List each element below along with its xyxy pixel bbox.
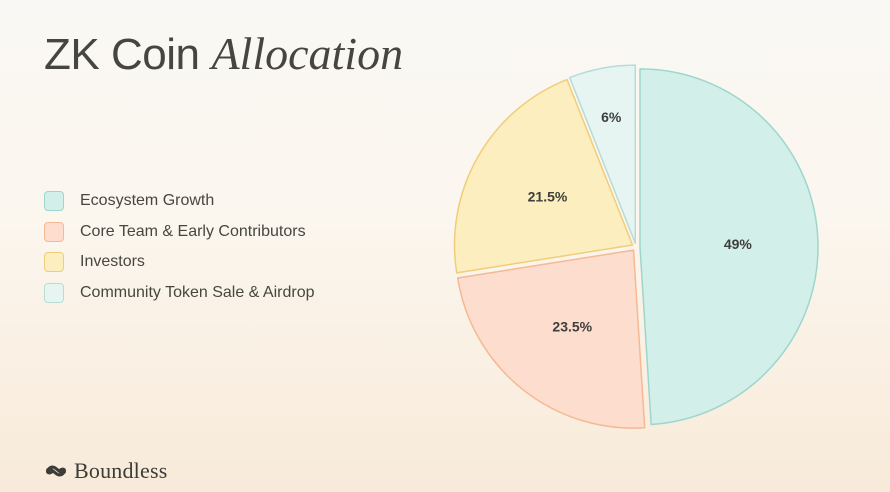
legend-item: Ecosystem Growth: [44, 186, 384, 217]
pie-slice: [568, 64, 636, 244]
legend-item: Investors: [44, 247, 384, 278]
slice-value-label: 6%: [601, 109, 622, 125]
legend-swatch: [44, 221, 64, 242]
legend-swatch: [44, 282, 64, 303]
chart-legend: Ecosystem Growth Core Team & Early Contri…: [44, 186, 384, 308]
title-main: ZK Coin: [44, 30, 200, 79]
pie-slice: [639, 68, 819, 426]
legend-label: Ecosystem Growth: [80, 192, 215, 210]
boundless-logo-icon: [45, 465, 67, 477]
legend-swatch: [44, 252, 64, 273]
pie-slice: [453, 78, 634, 274]
page-title: ZK Coin Allocation: [44, 28, 403, 81]
legend-label: Community Token Sale & Airdrop: [80, 283, 315, 301]
brand-logo: Boundless: [44, 458, 167, 484]
legend-label: Investors: [80, 253, 145, 271]
legend-item: Community Token Sale & Airdrop: [44, 278, 384, 309]
slice-value-label: 23.5%: [552, 319, 592, 335]
slice-value-label: 49%: [724, 236, 753, 252]
legend-label: Core Team & Early Contributors: [80, 222, 306, 240]
legend-swatch: [44, 191, 64, 212]
pie-slice: [456, 249, 646, 429]
brand-name: Boundless: [74, 458, 168, 483]
title-italic: Allocation: [211, 28, 404, 79]
slice-value-label: 21.5%: [528, 189, 568, 205]
legend-item: Core Team & Early Contributors: [44, 217, 384, 248]
